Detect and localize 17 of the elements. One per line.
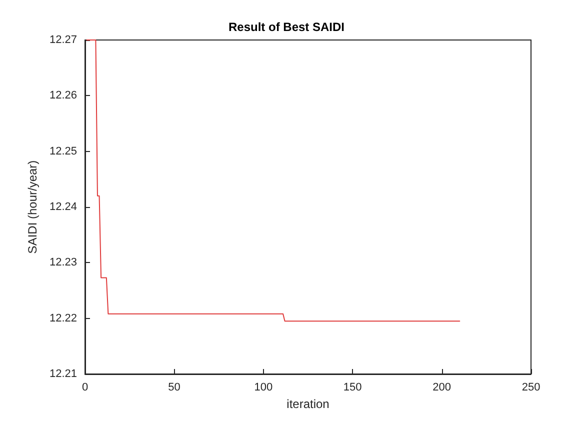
y-tick-label: 12.27 xyxy=(49,34,77,46)
chart-title: Result of Best SAIDI xyxy=(228,20,345,34)
x-tick-label: 100 xyxy=(254,382,273,394)
y-tick-label: 12.24 xyxy=(49,201,77,213)
x-tick-label: 250 xyxy=(522,382,540,394)
x-tick-label: 0 xyxy=(82,382,88,394)
y-tick-label: 12.21 xyxy=(49,368,77,380)
y-axis-title: SAIDI (hour/year) xyxy=(26,160,40,254)
line-series xyxy=(86,40,460,322)
x-tick-label: 200 xyxy=(432,382,451,394)
y-tick-label: 12.26 xyxy=(49,90,77,102)
x-axis-title: iteration xyxy=(286,396,330,411)
y-tick-label: 12.23 xyxy=(49,256,77,269)
y-tick-label: 12.25 xyxy=(49,145,77,158)
x-tick-label: 150 xyxy=(343,382,362,394)
x-tick-label: 50 xyxy=(168,382,180,394)
y-tick-label: 12.22 xyxy=(49,312,77,324)
